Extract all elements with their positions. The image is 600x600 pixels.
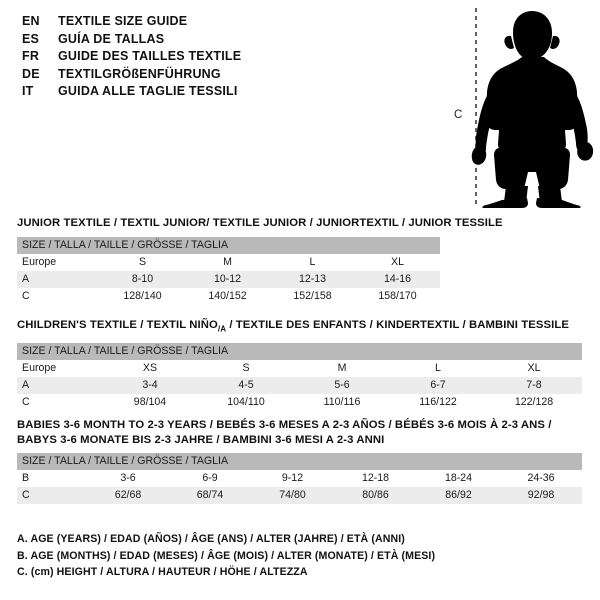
table-header-label: SIZE / TALLA / TAILLE / GRÖSSE / TAGLIA [17,453,583,470]
cell: XL [486,359,583,377]
cell: 86/92 [417,487,500,504]
cell: 5-6 [294,376,390,394]
cell: 6-7 [390,376,486,394]
language-row: IT GUIDA ALLE TAGLIE TESSILI [22,84,422,102]
cell: 3-4 [102,376,198,394]
cell: S [100,253,185,271]
language-title: GUIDE DES TAILLES TEXTILE [58,49,242,64]
section-title-children-sub: /A [217,324,227,334]
section-title-babies-line1: BABIES 3-6 MONTH TO 2-3 YEARS / BEBÉS 3-… [17,419,552,431]
cell: 7-8 [486,376,583,394]
cell: S [198,359,294,377]
language-code: ES [22,31,40,46]
table-header-label: SIZE / TALLA / TAILLE / GRÖSSE / TAGLIA [17,236,441,254]
table-row: A 3-4 4-5 5-6 6-7 7-8 [17,376,583,394]
table-header-row: SIZE / TALLA / TAILLE / GRÖSSE / TAGLIA [17,342,583,360]
language-row: DE TEXTILGRÖßENFÜHRUNG [22,67,422,85]
table-header-row: SIZE / TALLA / TAILLE / GRÖSSE / TAGLIA [17,453,583,470]
cell: 68/74 [169,487,251,504]
section-title-babies-line2: BABYS 3-6 MONATE BIS 2-3 JAHRE / BAMBINI… [17,433,385,446]
row-label: A [17,270,100,288]
cell: 104/110 [198,393,294,411]
language-title: GUÍA DE TALLAS [58,31,165,46]
legend-item-a: A. AGE (YEARS) / EDAD (AÑOS) / ÂGE (ANS)… [17,533,405,545]
cell: 24-36 [500,470,583,487]
legend-item-c: C. (cm) HEIGHT / ALTURA / HAUTEUR / HÖHE… [17,566,308,578]
table-header-label: SIZE / TALLA / TAILLE / GRÖSSE / TAGLIA [17,342,583,360]
table-row: C 62/68 68/74 74/80 80/86 86/92 92/98 [17,487,583,504]
section-title-junior: JUNIOR TEXTILE / TEXTIL JUNIOR/ TEXTILE … [17,217,503,229]
language-title: GUIDA ALLE TAGLIE TESSILI [58,84,238,99]
cell: 9-12 [251,470,334,487]
cell: 140/152 [185,287,270,305]
section-junior: JUNIOR TEXTILE / TEXTIL JUNIOR/ TEXTILE … [17,216,503,305]
cell: 74/80 [251,487,334,504]
table-row: C 128/140 140/152 152/158 158/170 [17,287,441,305]
size-table-junior: SIZE / TALLA / TAILLE / GRÖSSE / TAGLIA … [17,236,441,305]
cell: 62/68 [87,487,169,504]
cell: 10-12 [185,270,270,288]
cell: 3-6 [87,470,169,487]
cell: 6-9 [169,470,251,487]
row-label: Europe [17,253,100,271]
cell: 12-18 [334,470,417,487]
cell: 92/98 [500,487,583,504]
row-label: B [17,470,87,487]
language-row: FR GUIDE DES TAILLES TEXTILE [22,49,422,67]
cell: 18-24 [417,470,500,487]
cell: 158/170 [355,287,441,305]
child-body-shape [471,11,594,208]
section-children: CHILDREN'S TEXTILE / TEXTIL NIÑO/A / TEX… [17,318,583,411]
row-label: C [17,487,87,504]
cell: L [270,253,355,271]
language-code: IT [22,84,34,99]
section-title-children-rest: / TEXTILE DES ENFANTS / KINDERTEXTIL / B… [226,319,570,331]
language-title: TEXTILGRÖßENFÜHRUNG [58,66,221,81]
section-title-children: CHILDREN'S TEXTILE / TEXTIL NIÑO/A / TEX… [17,318,582,337]
legend: A. AGE (YEARS) / EDAD (AÑOS) / ÂGE (ANS)… [17,531,435,581]
table-row: A 8-10 10-12 12-13 14-16 [17,270,441,288]
cell: 116/122 [390,393,486,411]
cell: L [390,359,486,377]
legend-item-b: B. AGE (MONTHS) / EDAD (MESES) / ÂGE (MO… [17,549,436,562]
cell: 12-13 [270,270,355,288]
table-row: B 3-6 6-9 9-12 12-18 18-24 24-36 [17,470,583,487]
cell: M [294,359,390,377]
table-row: Europe XS S M L XL [17,359,583,377]
language-row: ES GUÍA DE TALLAS [22,32,422,50]
language-code: EN [22,14,40,28]
language-code: FR [22,49,40,64]
cell: 4-5 [198,376,294,394]
size-table-children: SIZE / TALLA / TAILLE / GRÖSSE / TAGLIA … [17,342,583,411]
cell: XS [102,359,198,377]
row-label: C [17,393,102,411]
cell: 110/116 [294,393,390,411]
language-row: EN TEXTILE SIZE GUIDE [22,14,422,32]
language-list: EN TEXTILE SIZE GUIDE ES GUÍA DE TALLAS … [22,14,422,102]
size-table-babies: SIZE / TALLA / TAILLE / GRÖSSE / TAGLIA … [17,453,583,504]
cell: 98/104 [102,393,198,411]
section-title-children-main: CHILDREN'S TEXTILE / TEXTIL NIÑO [17,319,218,331]
row-label: A [17,376,102,394]
cell: 128/140 [100,287,185,305]
table-header-row: SIZE / TALLA / TAILLE / GRÖSSE / TAGLIA [17,236,441,254]
cell: XL [355,253,441,271]
language-title: TEXTILE SIZE GUIDE [58,14,188,28]
row-label: Europe [17,359,102,377]
cell: M [185,253,270,271]
row-label: C [17,287,100,305]
cell: 152/158 [270,287,355,305]
height-illustration: C [440,4,600,209]
table-row: C 98/104 104/110 110/116 116/122 122/128 [17,393,583,411]
height-measure-label: C [454,109,463,121]
cell: 14-16 [355,270,441,288]
language-code: DE [22,66,40,81]
cell: 122/128 [486,393,583,411]
table-row: Europe S M L XL [17,253,441,271]
child-silhouette-icon [471,8,594,208]
cell: 80/86 [334,487,417,504]
cell: 8-10 [100,270,185,288]
section-babies: BABIES 3-6 MONTH TO 2-3 YEARS / BEBÉS 3-… [17,418,583,504]
